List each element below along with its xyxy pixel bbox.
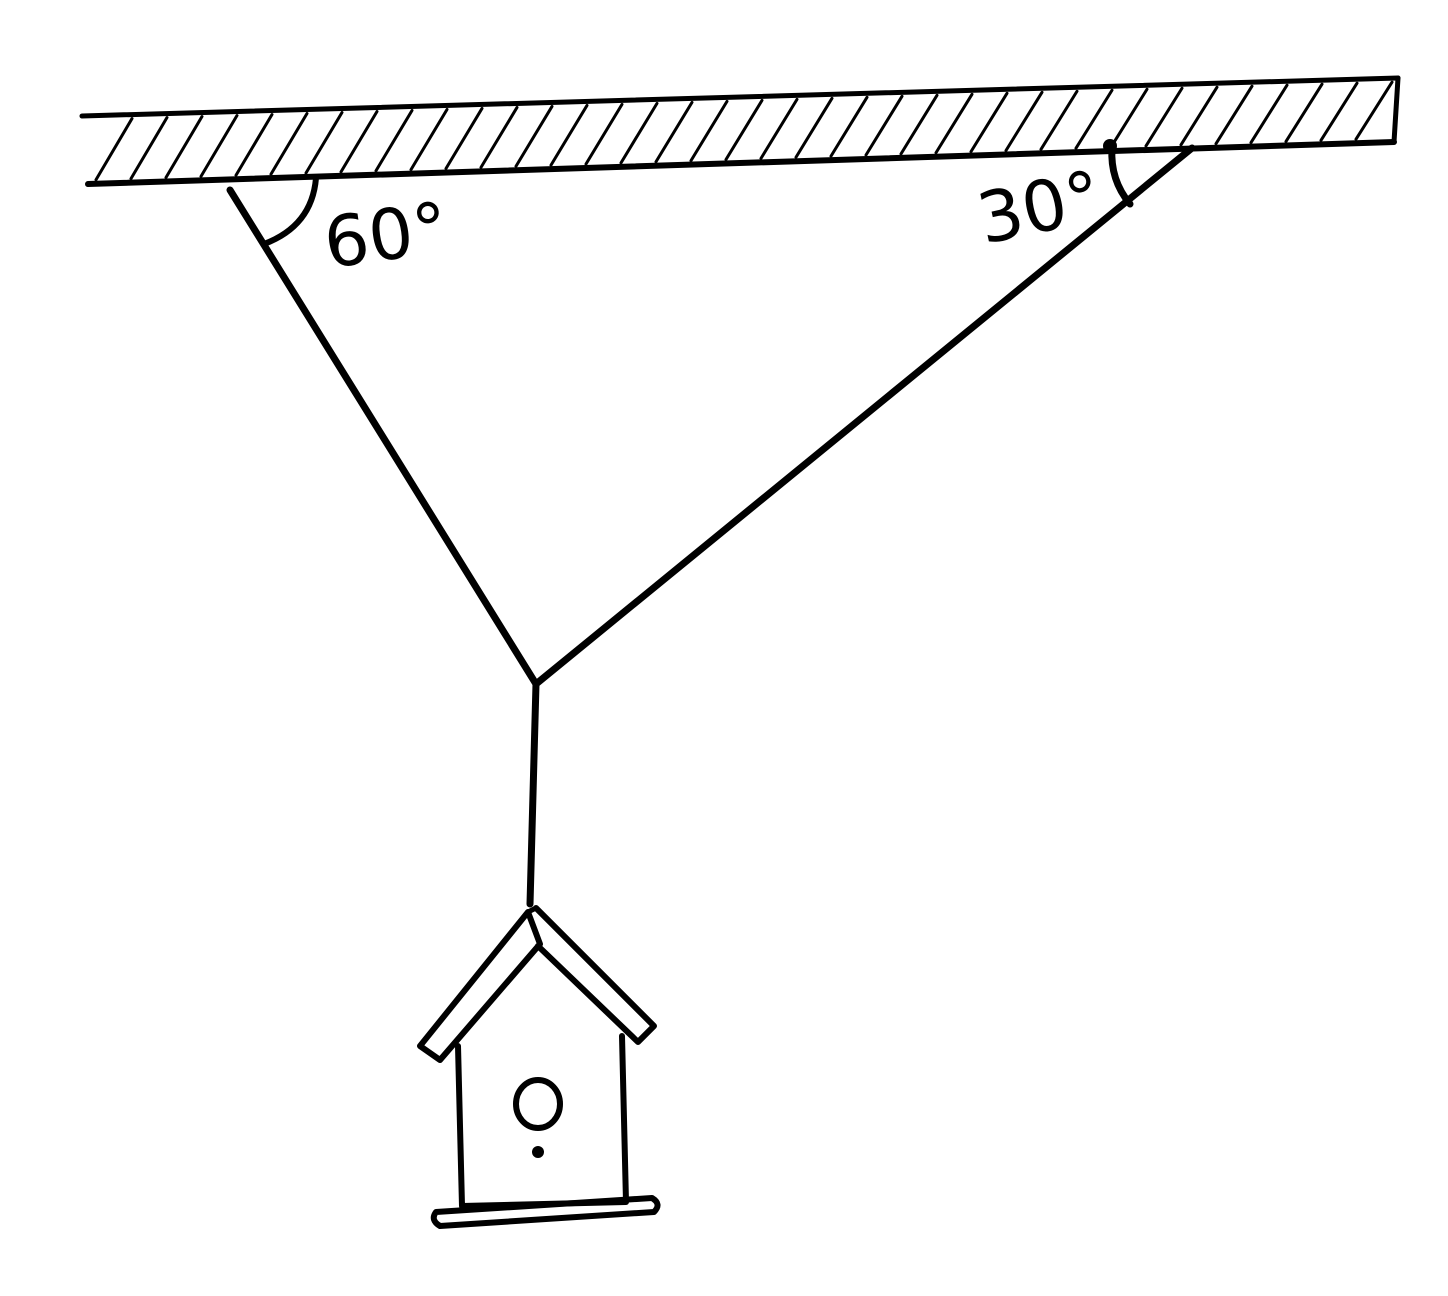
hatch-line — [1179, 85, 1219, 147]
right-angle-label: 30° — [970, 155, 1108, 261]
birdhouse-body — [455, 1033, 629, 1209]
hatch-line — [864, 94, 904, 157]
hatch-line — [619, 101, 659, 165]
hatch-line — [374, 108, 414, 173]
hatch-line — [304, 110, 344, 175]
birdhouse-roof-right — [533, 905, 657, 1045]
birdhouse-base — [430, 1195, 661, 1229]
hatch-line — [164, 115, 204, 179]
ceiling — [79, 75, 1401, 187]
ceiling-top-edge — [79, 75, 1401, 119]
hatch-line — [654, 100, 694, 164]
hatch-line — [724, 98, 764, 161]
hatch-line — [1354, 80, 1394, 141]
hatch-line — [759, 97, 799, 160]
hatch-line — [1319, 81, 1359, 142]
birdhouse-roof-ridge — [525, 905, 539, 915]
ceiling-hatching — [94, 80, 1394, 182]
hatch-line — [969, 91, 1009, 154]
hatch-line — [1144, 86, 1184, 148]
left-angle-arc — [261, 175, 319, 247]
hatch-line — [339, 109, 379, 174]
birdhouse-entrance-hole — [513, 1077, 563, 1131]
hatch-line — [1039, 89, 1079, 151]
hatch-line — [899, 93, 939, 156]
birdhouse — [417, 905, 661, 1229]
hatch-line — [234, 113, 274, 177]
right-rope — [532, 144, 1196, 688]
hatch-line — [549, 103, 589, 167]
hatch-line — [829, 95, 869, 158]
hatch-line — [1284, 82, 1324, 143]
left-rope — [226, 186, 540, 688]
left-angle-label: 60° — [319, 186, 453, 284]
hatch-line — [689, 99, 729, 163]
hatch-line — [934, 92, 974, 155]
hatch-line — [514, 104, 554, 168]
hatch-line — [1249, 83, 1289, 145]
ceiling-bottom-edge — [85, 139, 1397, 187]
right-angle-arc — [1108, 144, 1134, 208]
hatch-line — [1074, 88, 1114, 150]
hatch-line — [199, 114, 239, 178]
hatch-line — [1214, 84, 1254, 146]
hatch-line — [129, 116, 169, 181]
ceiling-right-edge — [1391, 75, 1401, 145]
hatch-line — [584, 102, 624, 166]
birdhouse-perch — [532, 1146, 544, 1158]
vertical-rope — [526, 680, 540, 908]
hatch-line — [269, 112, 309, 176]
hatch-line — [94, 117, 134, 182]
hatch-line — [1004, 90, 1044, 152]
hatch-line — [409, 107, 449, 172]
hatch-line — [444, 106, 484, 170]
hatch-line — [479, 105, 519, 169]
hatch-line — [794, 96, 834, 159]
right-angle-tick — [1103, 139, 1117, 153]
hatch-line — [1109, 87, 1149, 149]
birdhouse-roof-left — [417, 909, 543, 1063]
